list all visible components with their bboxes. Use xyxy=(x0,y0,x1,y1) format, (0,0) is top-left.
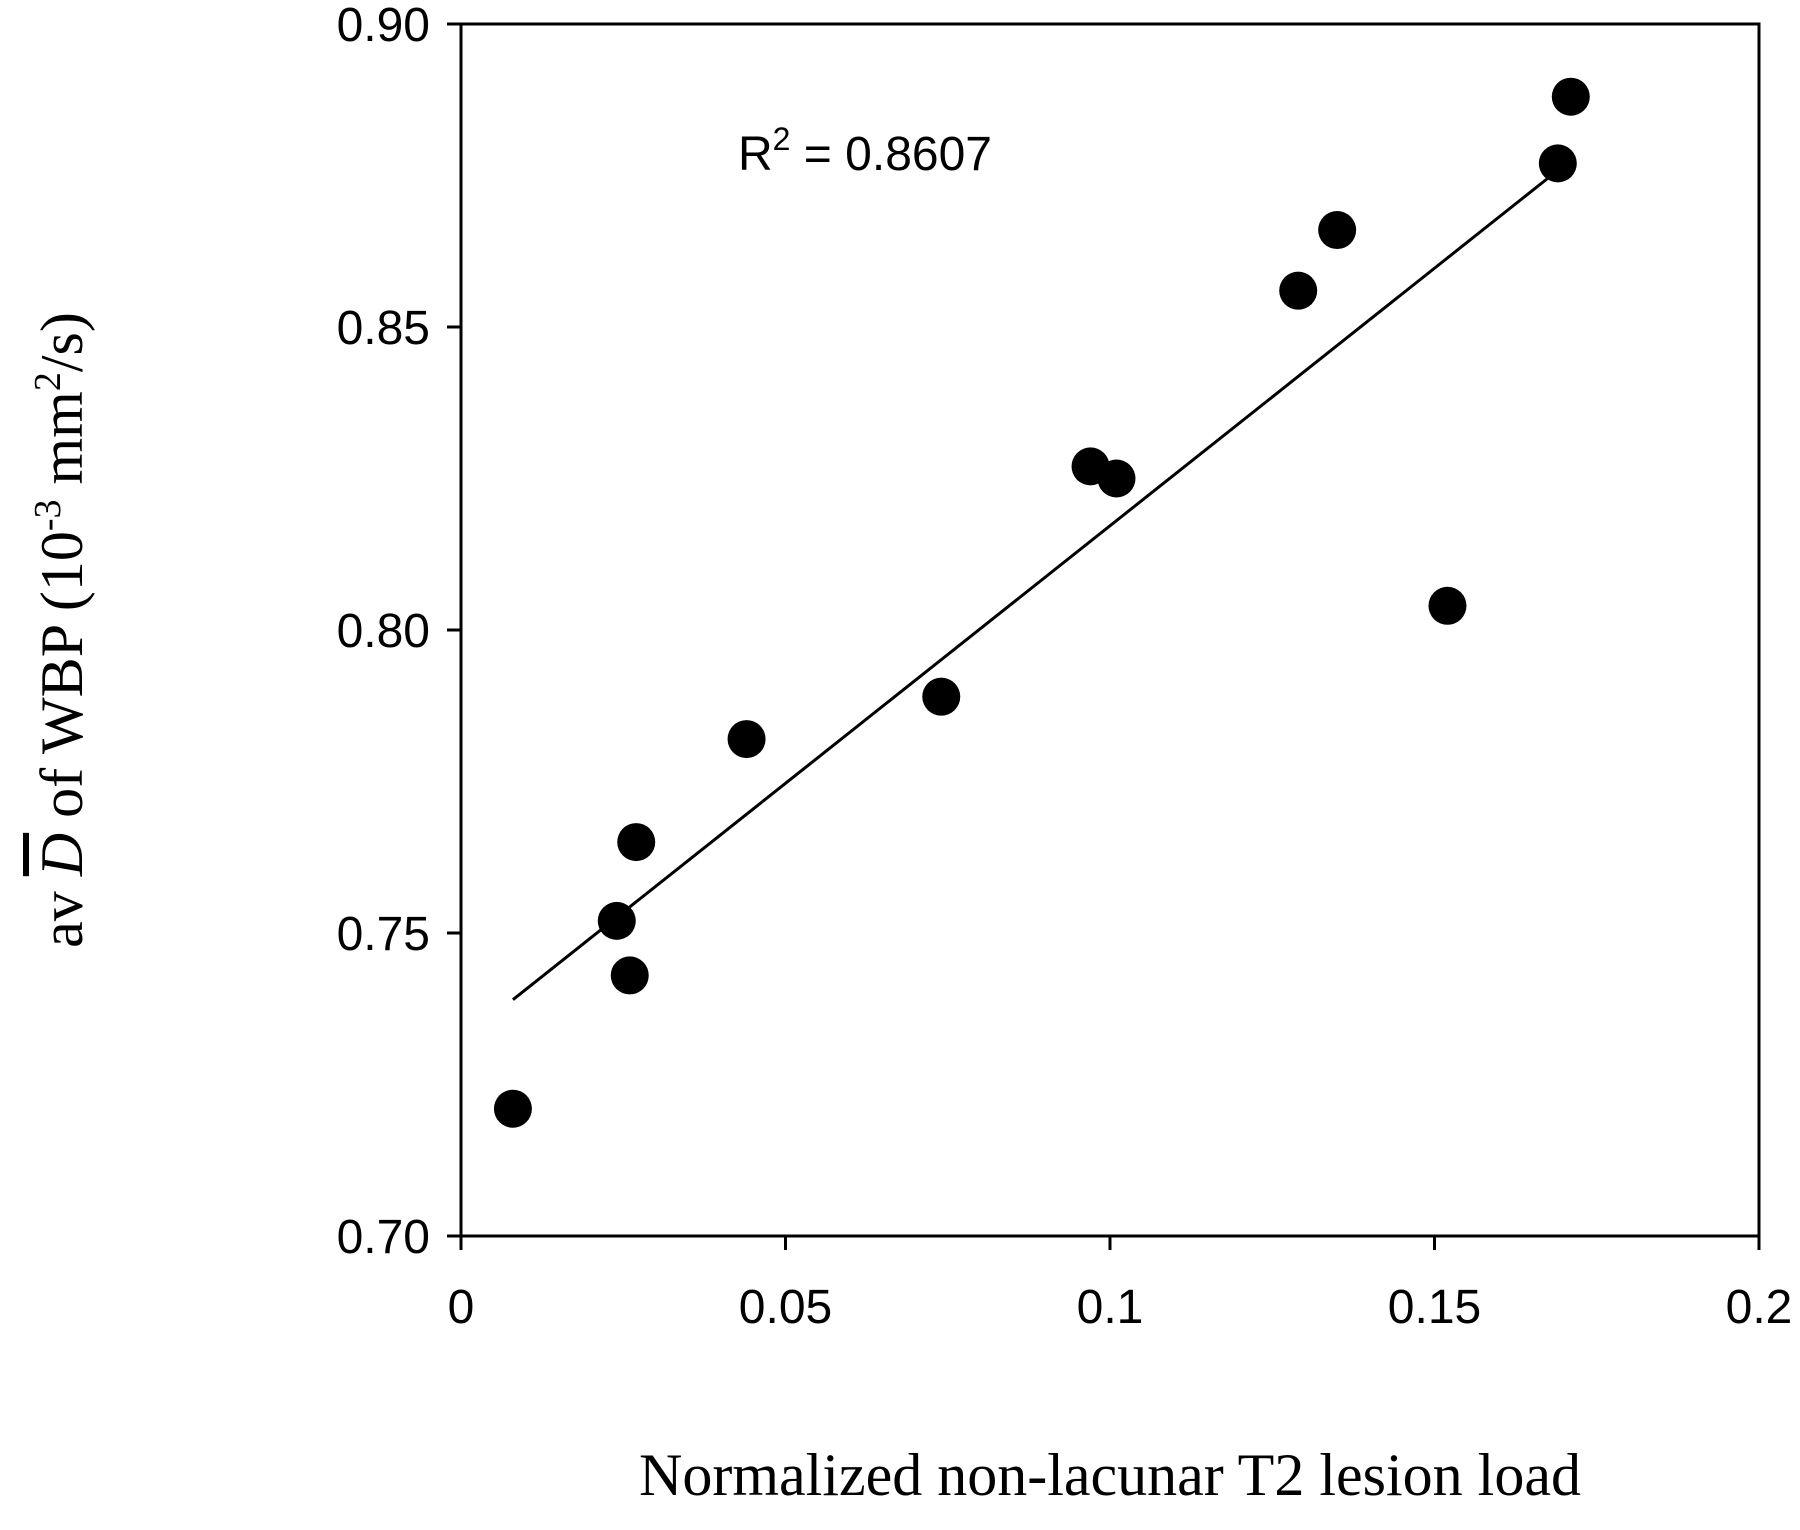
x-tick-label: 0 xyxy=(448,1281,475,1334)
data-point xyxy=(922,677,961,716)
data-point xyxy=(1279,271,1318,310)
data-point xyxy=(1428,586,1467,625)
x-axis-ticks: 0 0.05 0.1 0.15 0.2 xyxy=(448,1236,1793,1334)
x-tick-label: 0.15 xyxy=(1388,1281,1481,1334)
y-tick-label: 0.80 xyxy=(337,605,430,658)
r-squared-annotation: R2 = 0.8607 xyxy=(738,121,992,181)
data-point xyxy=(727,720,766,759)
trendline-group xyxy=(511,174,1553,1001)
y-axis-ticks: 0.70 0.75 0.80 0.85 0.90 xyxy=(337,0,461,1264)
data-point xyxy=(493,1089,532,1128)
data-point xyxy=(1097,459,1136,498)
data-point xyxy=(617,823,656,862)
data-point xyxy=(1551,77,1590,116)
y-axis-symbol-d: D xyxy=(29,833,95,877)
y-tick-label: 0.70 xyxy=(337,1211,430,1264)
data-point xyxy=(597,901,636,940)
y-tick-label: 0.90 xyxy=(337,0,430,52)
x-tick-label: 0.05 xyxy=(739,1281,832,1334)
data-points xyxy=(493,77,1590,1128)
x-tick-label: 0.1 xyxy=(1077,1281,1144,1334)
y-tick-label: 0.85 xyxy=(337,302,430,355)
y-axis-title: av D of WBP (10-3 mm2/s) xyxy=(27,312,95,948)
data-point xyxy=(1318,211,1357,250)
data-point xyxy=(610,956,649,995)
y-tick-label: 0.75 xyxy=(337,908,430,961)
x-tick-label: 0.2 xyxy=(1726,1281,1793,1334)
plot-frame xyxy=(459,22,1761,1238)
x-axis-title: Normalized non-lacunar T2 lesion load xyxy=(639,1442,1581,1508)
trendline xyxy=(511,174,1553,1001)
data-point xyxy=(1538,144,1577,183)
